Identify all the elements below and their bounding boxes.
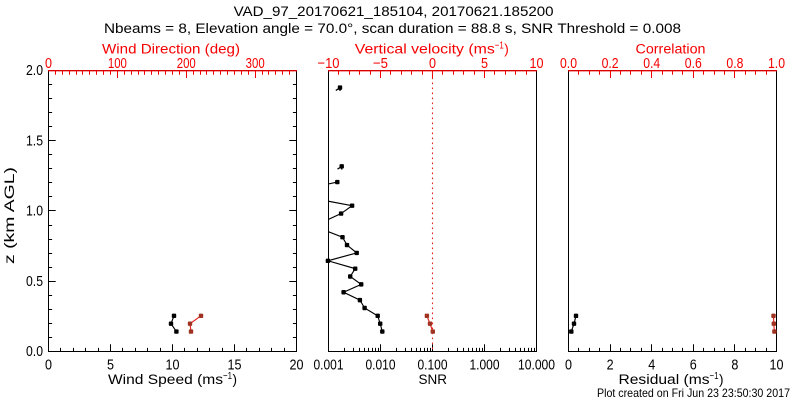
svg-text:10: 10 (530, 56, 544, 72)
svg-text:0.5: 0.5 (26, 274, 43, 290)
svg-text:0.0: 0.0 (560, 56, 577, 72)
svg-text:1.5: 1.5 (26, 133, 43, 149)
svg-text:0: 0 (429, 56, 436, 72)
svg-text:VAD_97_20170621_185104, 201706: VAD_97_20170621_185104, 20170621.185200 (234, 4, 554, 19)
svg-text:10.000: 10.000 (518, 358, 555, 374)
svg-text:0: 0 (45, 56, 52, 72)
svg-text:2: 2 (607, 358, 614, 374)
svg-text:): ) (233, 372, 238, 387)
svg-text:6: 6 (690, 358, 697, 374)
svg-text:Vertical velocity (ms: Vertical velocity (ms (355, 42, 495, 57)
svg-text:Nbeams = 8, Elevation angle =: Nbeams = 8, Elevation angle = 70.0°, sca… (104, 21, 681, 36)
svg-text:Correlation: Correlation (636, 42, 706, 57)
svg-text:): ) (504, 42, 509, 57)
svg-text:15: 15 (228, 358, 242, 374)
svg-text:0.6: 0.6 (685, 56, 702, 72)
svg-text:200: 200 (177, 56, 196, 72)
svg-text:100: 100 (108, 56, 127, 72)
svg-text:5: 5 (107, 358, 114, 374)
svg-text:Wind Speed (ms: Wind Speed (ms (108, 372, 223, 387)
svg-text:0.2: 0.2 (602, 56, 619, 72)
svg-text:−1: −1 (495, 41, 504, 52)
svg-text:0.0: 0.0 (26, 344, 43, 360)
svg-text:−1: −1 (223, 371, 232, 382)
svg-text:300: 300 (246, 56, 265, 72)
svg-text:−5: −5 (373, 56, 388, 72)
svg-text:0: 0 (565, 358, 572, 374)
svg-text:1.000: 1.000 (470, 358, 500, 374)
svg-text:): ) (719, 372, 724, 387)
svg-text:4: 4 (648, 358, 655, 374)
svg-text:1.0: 1.0 (768, 56, 785, 72)
svg-text:0.100: 0.100 (418, 358, 448, 374)
svg-text:8: 8 (731, 358, 738, 374)
svg-text:Residual (ms: Residual (ms (619, 372, 710, 387)
svg-text:0.8: 0.8 (726, 56, 743, 72)
svg-text:0: 0 (45, 358, 52, 374)
svg-text:5: 5 (481, 56, 488, 72)
svg-text:Plot created on Fri Jun 23 23:: Plot created on Fri Jun 23 23:50:30 2017 (597, 386, 790, 400)
svg-text:20: 20 (290, 358, 304, 374)
svg-text:0.4: 0.4 (643, 56, 660, 72)
svg-text:2.0: 2.0 (26, 63, 43, 79)
svg-text:−1: −1 (710, 371, 719, 382)
svg-text:10: 10 (770, 358, 784, 374)
svg-text:1.0: 1.0 (26, 204, 43, 220)
svg-text:−10: −10 (318, 56, 340, 72)
svg-text:0.010: 0.010 (366, 358, 396, 374)
svg-text:10: 10 (166, 358, 180, 374)
svg-text:Wind Direction (deg): Wind Direction (deg) (102, 42, 240, 57)
svg-text:z (km AGL): z (km AGL) (2, 167, 17, 264)
svg-text:0.001: 0.001 (314, 358, 344, 374)
svg-text:SNR: SNR (419, 372, 448, 387)
